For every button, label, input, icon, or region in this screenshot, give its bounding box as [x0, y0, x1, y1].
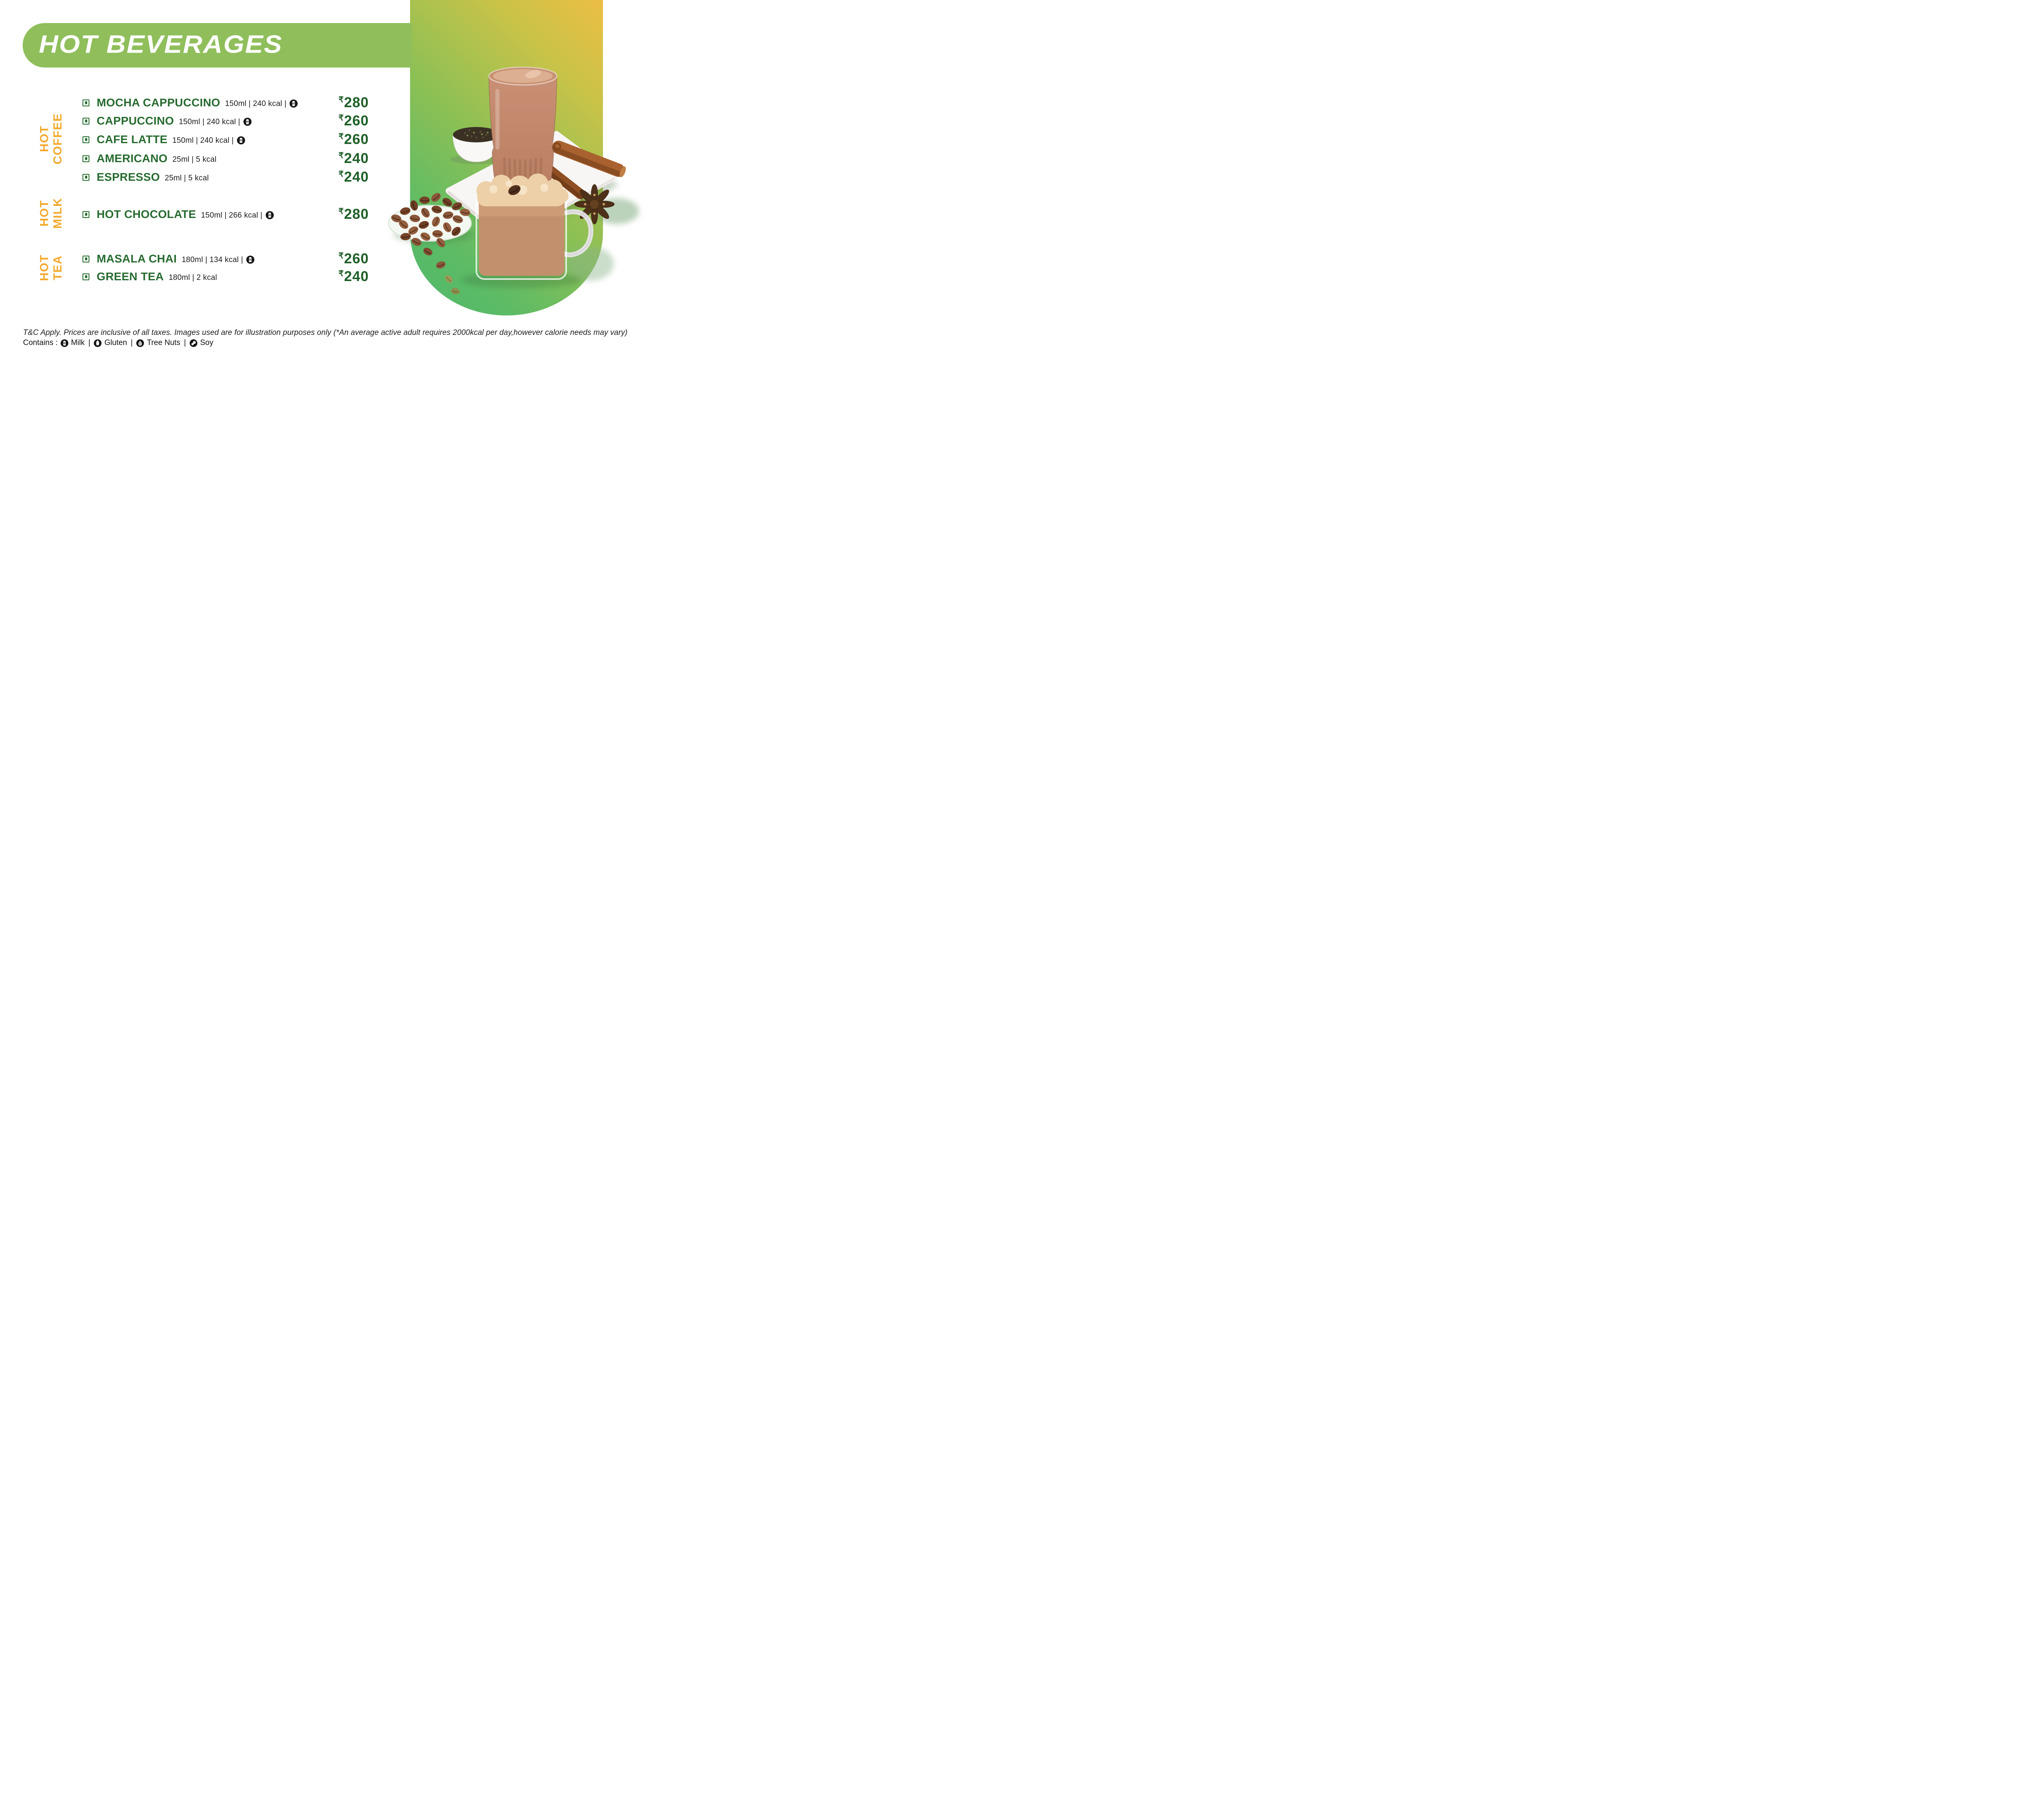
- terms-note: T&C Apply. Prices are inclusive of all t…: [23, 328, 628, 337]
- veg-mark-icon: [82, 117, 89, 125]
- scattered-beans: [423, 248, 460, 295]
- item-name: AMERICANO: [97, 152, 168, 165]
- category-line: HOT: [38, 125, 51, 152]
- veg-mark-icon: [82, 136, 89, 143]
- menu-item-row: MASALA CHAI 180ml | 134 kcal | ₹260: [82, 250, 369, 268]
- menu-item-row: CAFE LATTE 150ml | 240 kcal | ₹260: [82, 131, 369, 148]
- menu-item-row: MOCHA CAPPUCCINO 150ml | 240 kcal | ₹280: [82, 94, 369, 112]
- item-price: ₹240: [338, 268, 369, 284]
- item-price: ₹280: [338, 206, 369, 222]
- milk-allergen-icon: [246, 256, 255, 264]
- item-name: ESPRESSO: [97, 171, 160, 183]
- veg-mark-icon: [82, 99, 89, 106]
- menu-item-row: GREEN TEA 180ml | 2 kcal ₹240: [82, 268, 369, 286]
- coffee-bean-on-foam: [508, 185, 521, 195]
- header-banner: HOT BEVERAGES: [23, 23, 412, 68]
- veg-mark-icon: [82, 174, 89, 181]
- allergen-label: Milk: [71, 339, 85, 347]
- item-name: MOCHA CAPPUCCINO: [97, 96, 220, 109]
- cinnamon-stick-large: [551, 140, 626, 178]
- tea-leaves-bowl: [451, 127, 502, 164]
- category-line: HOT: [38, 254, 51, 281]
- page-title: HOT BEVERAGES: [39, 30, 283, 59]
- separator: |: [88, 339, 91, 347]
- item-name: CAFE LATTE: [97, 133, 168, 146]
- item-price: ₹260: [338, 250, 369, 267]
- milk-allergen-icon: [60, 339, 68, 347]
- item-name: HOT CHOCOLATE: [97, 208, 197, 220]
- menu-item-row: CAPPUCCINO 150ml | 240 kcal | ₹260: [82, 112, 369, 130]
- milk-allergen-icon: [265, 211, 274, 219]
- menu-item-row: HOT CHOCOLATE 150ml | 266 kcal | ₹280: [82, 205, 369, 223]
- mug-foam: [476, 174, 569, 206]
- item-details: 25ml | 5 kcal: [172, 155, 217, 164]
- item-details: 25ml | 5 kcal: [165, 174, 209, 182]
- item-price: ₹280: [338, 94, 369, 110]
- item-name: GREEN TEA: [97, 270, 164, 283]
- contains-label: Contains :: [23, 339, 58, 347]
- gluten-allergen-icon: [94, 339, 102, 347]
- veg-mark-icon: [82, 211, 89, 218]
- separator: |: [131, 339, 133, 347]
- veg-mark-icon: [82, 273, 89, 280]
- allergen-label: Gluten: [104, 339, 127, 347]
- category-line: COFFEE: [51, 113, 64, 165]
- item-name: CAPPUCCINO: [97, 114, 174, 127]
- item-details: 180ml | 134 kcal |: [182, 256, 243, 264]
- item-details: 150ml | 240 kcal |: [179, 118, 241, 126]
- item-price: ₹240: [338, 150, 369, 166]
- beverage-photo-collage: [388, 66, 639, 295]
- allergen-legend: Contains : Milk | Gluten | Tree Nuts | S…: [23, 339, 214, 347]
- separator: |: [184, 339, 186, 347]
- coffee-beans: [391, 193, 470, 248]
- category-line: HOT: [38, 200, 51, 226]
- item-name: MASALA CHAI: [97, 252, 177, 265]
- cappuccino-mug: [476, 174, 594, 280]
- item-details: 150ml | 240 kcal |: [172, 136, 234, 145]
- coffee-beans-plate: [388, 193, 472, 248]
- soy-allergen-icon: [189, 339, 197, 347]
- item-details: 180ml | 2 kcal: [169, 273, 217, 282]
- item-details: 150ml | 266 kcal |: [201, 211, 262, 220]
- tree-nuts-allergen-icon: [136, 339, 144, 347]
- milk-allergen-icon: [243, 118, 252, 126]
- milk-allergen-icon: [237, 136, 245, 144]
- veg-mark-icon: [82, 255, 89, 262]
- allergen-label: Tree Nuts: [147, 339, 180, 347]
- item-price: ₹240: [338, 169, 369, 185]
- item-price: ₹260: [338, 131, 369, 147]
- menu-board: HOT BEVERAGES HOT COFFEE HOT MILK HOT TE…: [0, 0, 647, 364]
- menu-item-row: ESPRESSO 25ml | 5 kcal ₹240: [82, 168, 369, 186]
- menu-item-row: AMERICANO 25ml | 5 kcal ₹240: [82, 150, 369, 167]
- veg-mark-icon: [82, 155, 89, 162]
- category-line: TEA: [51, 255, 64, 281]
- item-price: ₹260: [338, 112, 369, 129]
- item-details: 150ml | 240 kcal |: [225, 99, 287, 108]
- allergen-label: Soy: [200, 339, 214, 347]
- star-anise: [574, 184, 615, 224]
- milk-allergen-icon: [290, 99, 298, 108]
